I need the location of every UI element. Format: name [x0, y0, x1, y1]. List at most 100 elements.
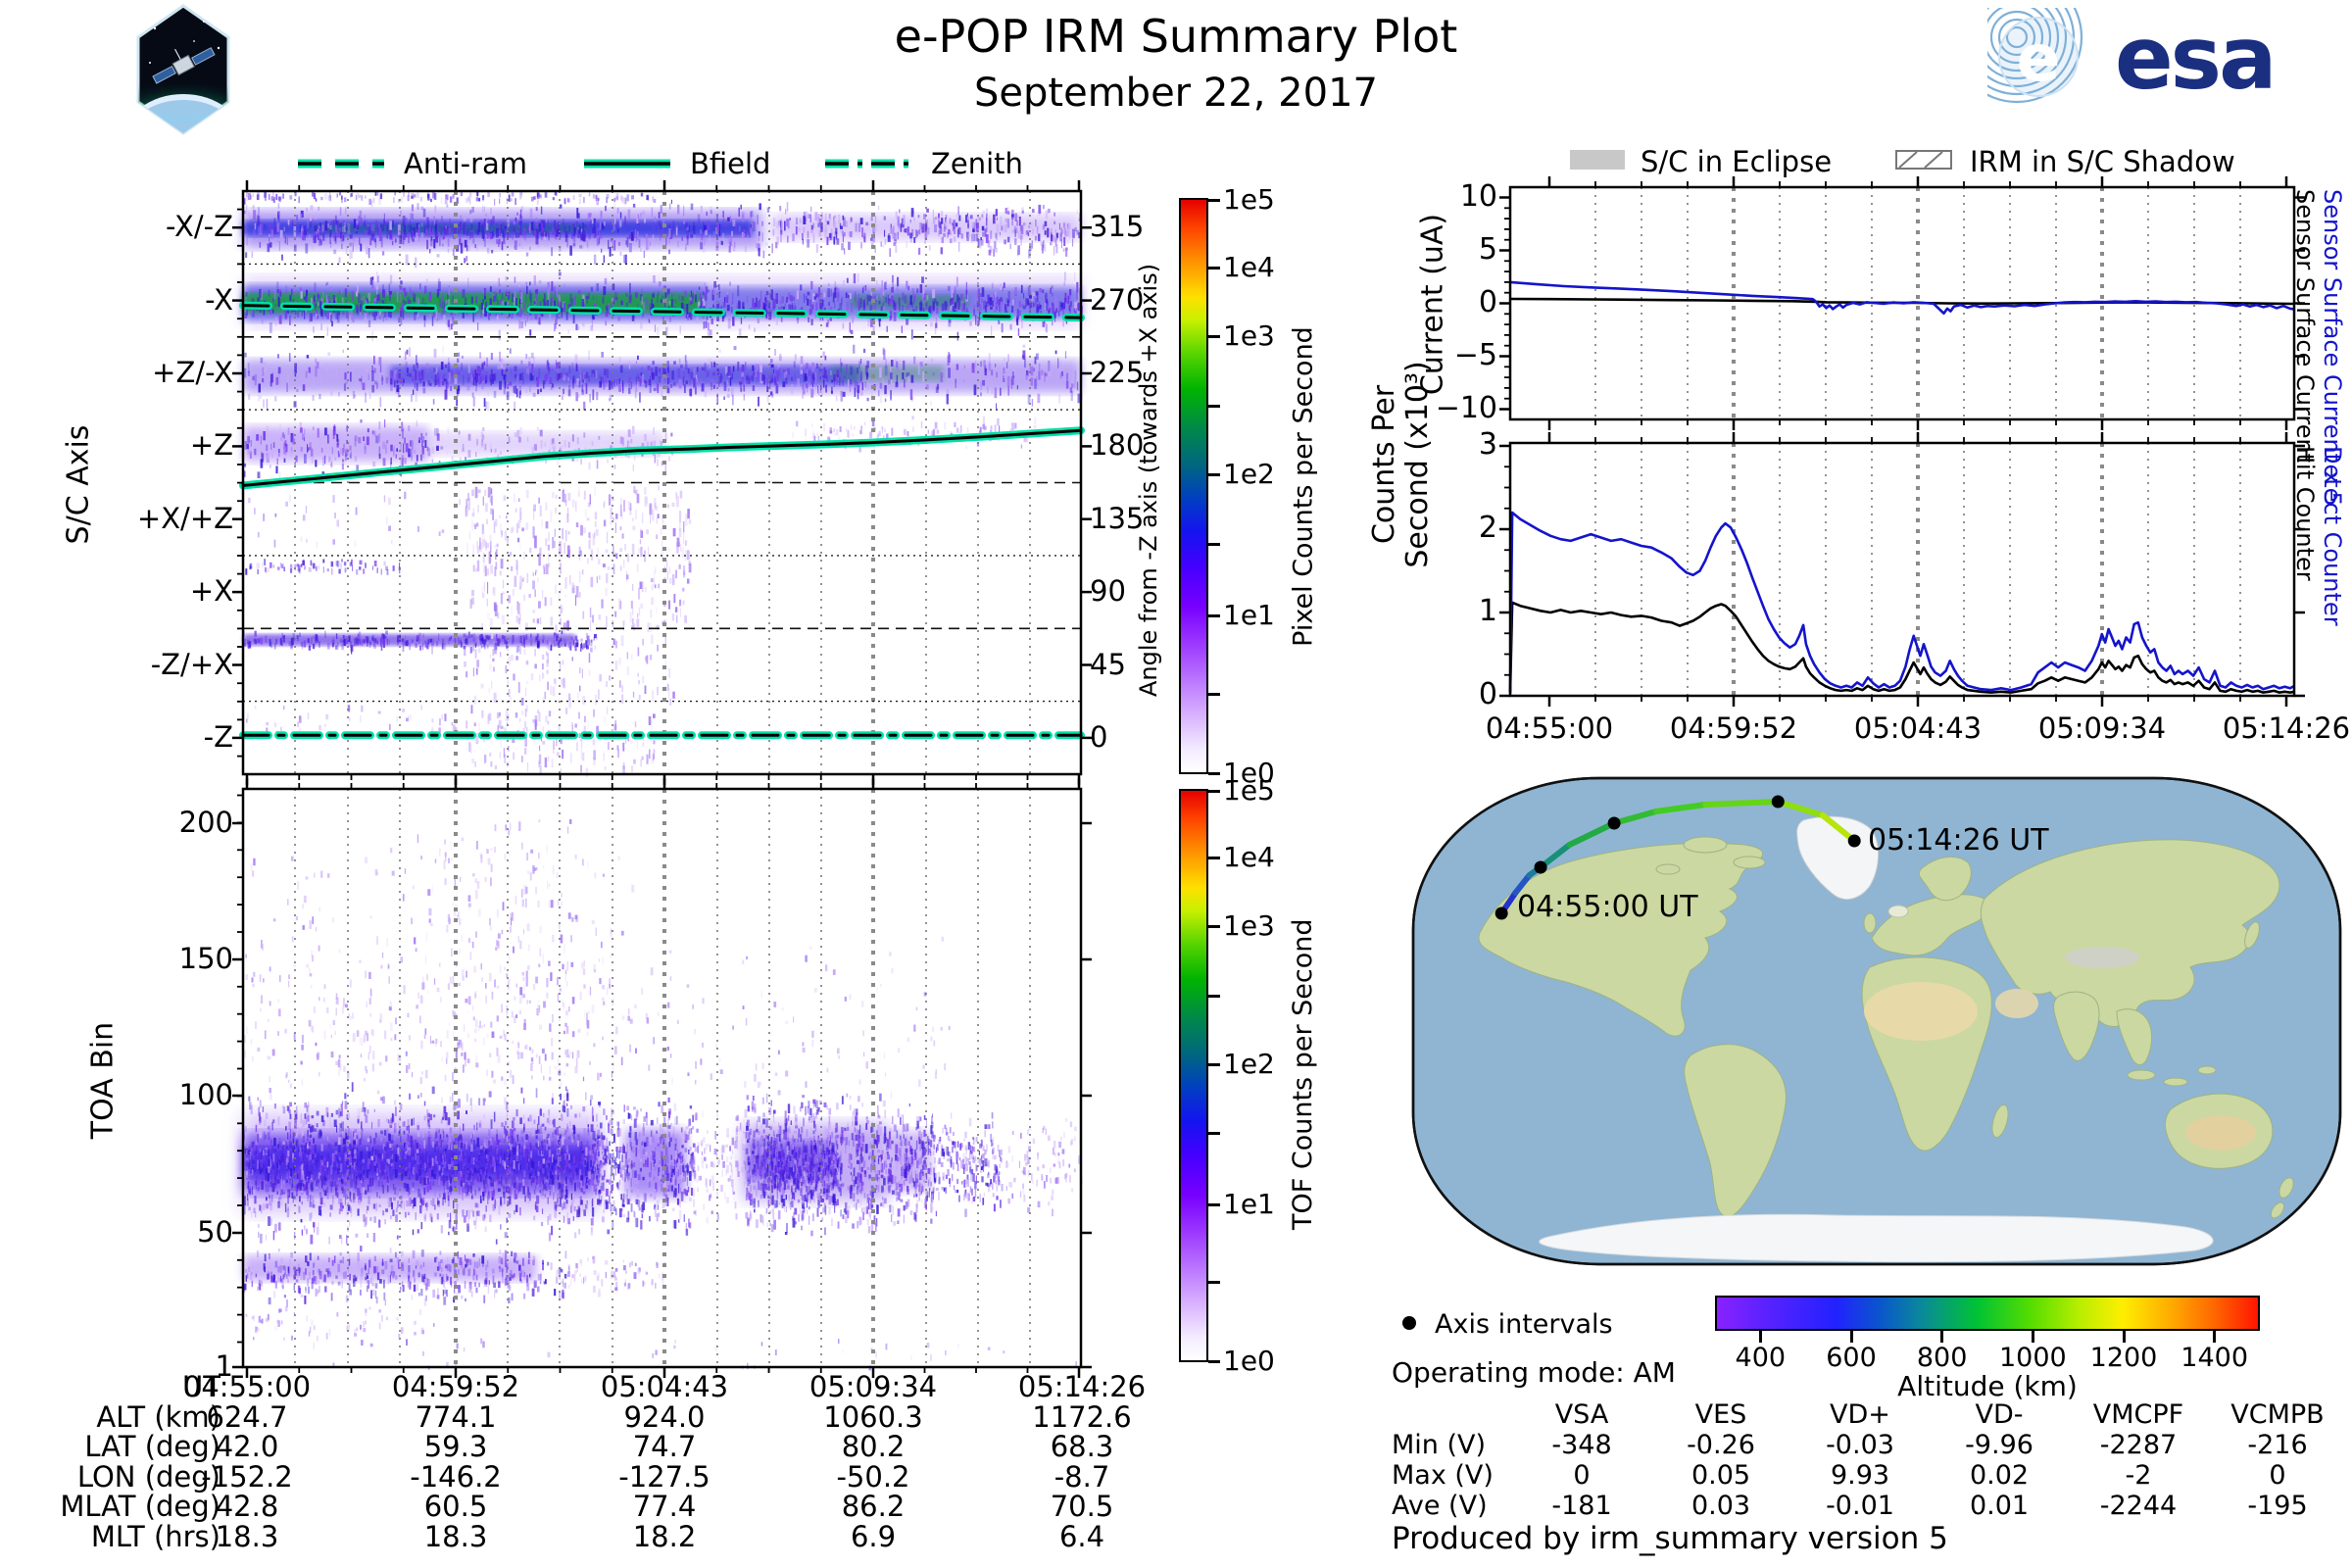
ephem-row-label-UT: UT	[182, 1370, 220, 1403]
current-panel	[1499, 176, 2305, 430]
angle-tick-270: 270	[1090, 282, 1145, 317]
ephem-row-label-MLATdeg: MLAT (deg)	[60, 1490, 220, 1523]
pixel-cb-tick	[1208, 266, 1220, 270]
pixel-cb-label-1e2: 1e2	[1223, 458, 1275, 491]
ephem-row-label-LATdeg: LAT (deg)	[84, 1430, 220, 1463]
right-xtick-04:59:52: 04:59:52	[1669, 711, 1798, 745]
altitude-colorbar-label: Altitude (km)	[1897, 1370, 2078, 1402]
angle-tick-180: 180	[1090, 428, 1145, 463]
irm-shadow-swatch	[1895, 150, 1952, 170]
toa-tick-100: 100	[178, 1078, 233, 1111]
current-tick-−5: −5	[1453, 337, 1497, 372]
alt-tick-mark	[1758, 1331, 1762, 1343]
counts-tick-3: 3	[1478, 427, 1497, 462]
tof-cb-tick	[1208, 994, 1220, 998]
right-xtick-05:09:34: 05:09:34	[2037, 711, 2167, 745]
pixel-cb-tick	[1208, 614, 1220, 618]
volt-cell: 0.03	[1690, 1491, 1751, 1521]
angle-tick-315: 315	[1090, 210, 1145, 244]
ephem-row-label-MLThrs: MLT (hrs)	[90, 1519, 220, 1553]
alt-tick-1200: 1200	[2089, 1343, 2158, 1373]
volt-cell: -0.01	[1826, 1491, 1894, 1521]
ephem-cell: 05:04:43	[600, 1370, 729, 1403]
angle-axis-label: Angle from -Z axis (towards +X axis)	[1135, 263, 1162, 697]
toa-tick-1: 1	[215, 1349, 233, 1383]
alt-tick-mark	[2213, 1331, 2217, 1343]
sensor-surface-current-label: Sensor Surface Current	[2291, 189, 2319, 464]
ephem-cell: 18.2	[632, 1519, 697, 1553]
ephem-cell: 6.9	[850, 1519, 897, 1553]
continents	[1478, 815, 2294, 1263]
world-map	[1411, 776, 2342, 1266]
volt-col-VD+: VD+	[1830, 1399, 1890, 1430]
toa-ylabel: TOA Bin	[85, 1021, 121, 1140]
pixel-cb-label-1e4: 1e4	[1223, 250, 1275, 283]
alt-tick-mark	[1940, 1331, 1944, 1343]
tof-cb-tick	[1208, 1132, 1220, 1135]
ephem-cell: 42.0	[215, 1430, 279, 1463]
tof-cb-label-1e0: 1e0	[1223, 1344, 1275, 1377]
volt-cell: -0.03	[1826, 1430, 1894, 1460]
axis-intervals-label: Axis intervals	[1435, 1309, 1613, 1340]
ephem-cell: -8.7	[1054, 1459, 1110, 1494]
eclipse-swatch	[1570, 150, 1625, 170]
ephem-cell: 42.8	[215, 1490, 279, 1523]
sc-axis-tick--Z/+X: -Z/+X	[150, 647, 233, 681]
irm-shadow-label: IRM in S/C Shadow	[1970, 145, 2235, 178]
ephem-cell: -127.5	[618, 1459, 710, 1494]
detect-counter-series	[1508, 511, 2295, 692]
ephem-cell: 80.2	[841, 1430, 906, 1463]
bfield-legend-swatch	[584, 159, 670, 169]
page-title: e-POP IRM Summary Plot	[894, 10, 1458, 63]
pixel-cb-tick	[1208, 335, 1220, 339]
footer-credit: Produced by irm_summary version 5	[1392, 1521, 1948, 1556]
current-tick-10: 10	[1459, 178, 1497, 214]
pixel-cb-label-1e3: 1e3	[1223, 319, 1275, 353]
toa-spectrogram-panel	[232, 778, 1092, 1378]
ephem-cell: 04:59:52	[391, 1370, 520, 1403]
sc-axis-tick--X: -X	[205, 282, 233, 317]
volt-cell: -2244	[2099, 1491, 2178, 1521]
alt-tick-mark	[1849, 1331, 1853, 1343]
ephem-cell: 86.2	[841, 1490, 906, 1523]
alt-tick-mark	[2122, 1331, 2126, 1343]
pixel-cb-tick	[1208, 473, 1220, 477]
volt-cell: -348	[1551, 1430, 1612, 1460]
tof-cb-label-1e4: 1e4	[1223, 841, 1275, 874]
cassiope-mission-patch: CASSIOPE	[136, 4, 230, 135]
counts-tick-2: 2	[1478, 511, 1497, 545]
pixel-cb-tick	[1208, 542, 1220, 546]
hit-counter-label: Hit Counter	[2291, 446, 2319, 581]
ephem-cell: -152.2	[201, 1459, 293, 1494]
pixel-cb-tick	[1208, 771, 1220, 775]
ephem-cell: 1060.3	[823, 1399, 923, 1434]
tof-cb-label-1e5: 1e5	[1223, 774, 1275, 808]
ephem-cell: 59.3	[423, 1430, 488, 1463]
legend-label-zenith: Zenith	[931, 147, 1023, 180]
tof-cb-tick	[1208, 925, 1220, 929]
ephem-row-label-ALTkm: ALT (km)	[96, 1399, 220, 1434]
volt-cell: -216	[2247, 1430, 2308, 1460]
volt-cell: 0.02	[1969, 1460, 2030, 1491]
tof-cb-label-1e1: 1e1	[1223, 1188, 1275, 1221]
alt-tick-600: 600	[1826, 1343, 1877, 1373]
ephem-cell: 68.3	[1050, 1430, 1114, 1463]
pixel-counts-colorbar	[1179, 198, 1208, 774]
current-tick-5: 5	[1478, 231, 1497, 267]
tof-cb-tick	[1208, 1062, 1220, 1066]
ephem-cell: -50.2	[836, 1459, 910, 1494]
ephem-cell: 18.3	[423, 1519, 488, 1553]
ephem-cell: 60.5	[423, 1490, 488, 1523]
toa-tick-150: 150	[178, 942, 233, 975]
tof-cb-label-1e3: 1e3	[1223, 909, 1275, 943]
alt-tick-1000: 1000	[1998, 1343, 2067, 1373]
sensor-surface-current-x-5-series	[1509, 280, 2295, 316]
ephem-row-label-LONdeg: LON (deg)	[76, 1459, 220, 1494]
ground-track	[1494, 795, 1861, 920]
volt-col-VD-: VD-	[1975, 1399, 2024, 1430]
ephem-cell: 70.5	[1050, 1490, 1114, 1523]
page-subtitle: September 22, 2017	[974, 71, 1378, 116]
angle-tick-225: 225	[1090, 356, 1145, 389]
tof-cb-tick	[1208, 857, 1220, 860]
